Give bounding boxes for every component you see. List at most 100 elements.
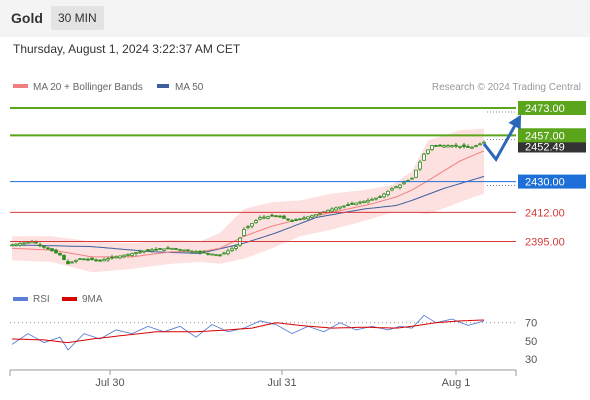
candle-body — [18, 243, 22, 246]
rsi-tick-label: 50 — [525, 336, 537, 348]
candle-body — [330, 208, 334, 212]
candle-body — [22, 242, 26, 245]
candle-body — [78, 258, 82, 261]
candle-body — [450, 145, 454, 148]
x-axis-tick-label: Aug 1 — [442, 377, 471, 389]
candle-body — [230, 248, 234, 251]
candle-body — [346, 204, 350, 207]
candle-body — [246, 226, 250, 229]
candle-body — [214, 254, 218, 257]
candle-body — [118, 255, 122, 259]
candle-body — [258, 217, 262, 220]
candle-body — [470, 146, 474, 149]
candle-body — [250, 223, 254, 227]
rsi-legend-label: RSI — [33, 294, 50, 305]
candle-body — [242, 229, 246, 236]
candle-body — [262, 216, 266, 219]
candle-body — [54, 249, 58, 254]
rsi-line — [11, 314, 485, 351]
candle-body — [94, 259, 98, 262]
candle-body — [398, 184, 402, 188]
candle-body — [206, 252, 210, 255]
candle-body — [194, 251, 198, 254]
candle-body — [198, 250, 202, 253]
candle-body — [190, 250, 194, 253]
level-label: 2457.00 — [525, 130, 565, 142]
candle-body — [370, 198, 374, 201]
candle-body — [482, 141, 486, 144]
candle-body — [234, 246, 238, 249]
header-bar: Gold 30 MIN — [0, 0, 590, 37]
rsi-ma-legend-label: 9MA — [82, 294, 103, 305]
candle-body — [142, 250, 146, 253]
ma50-legend-swatch — [157, 84, 169, 88]
candle-body — [334, 207, 338, 211]
candle-body — [342, 205, 346, 208]
candle-body — [106, 258, 110, 261]
candle-body — [130, 253, 134, 256]
candle-body — [14, 243, 18, 246]
candle-body — [386, 190, 390, 196]
candle-body — [38, 244, 42, 247]
x-axis-tick-label: Jul 30 — [95, 377, 124, 389]
candle-body — [414, 169, 418, 178]
candle-body — [274, 215, 278, 218]
candle-body — [166, 247, 170, 250]
candle-body — [162, 248, 166, 251]
level-label: 2395.00 — [525, 236, 565, 248]
candle-body — [222, 252, 226, 255]
candle-body — [278, 215, 282, 218]
candle-body — [426, 149, 430, 154]
candle-body — [110, 256, 114, 259]
candle-body — [154, 248, 158, 251]
candle-body — [58, 252, 62, 256]
x-axis-tick-label: Jul 31 — [267, 377, 296, 389]
candle-body — [254, 220, 258, 224]
symbol-title: Gold — [11, 10, 43, 26]
level-badge-target — [518, 128, 586, 143]
ma50-legend-label: MA 50 — [175, 82, 204, 93]
candle-body — [338, 206, 342, 209]
forecast-arrow-head — [508, 114, 521, 130]
candle-body — [90, 257, 94, 261]
candle-body — [82, 258, 86, 261]
rsi-tick-label: 30 — [525, 354, 537, 366]
candle-body — [294, 219, 298, 222]
candle-body — [402, 182, 406, 185]
candle-body — [438, 144, 442, 147]
bollinger-band-area — [12, 128, 484, 273]
candle-body — [158, 248, 162, 250]
candle-body — [178, 249, 182, 251]
candle-body — [182, 249, 186, 252]
ma20-legend-label: MA 20 + Bollinger Bands — [33, 82, 143, 93]
level-badge-pivot — [518, 174, 586, 189]
candle-body — [418, 161, 422, 170]
candle-body — [186, 249, 190, 252]
level-label: 2473.00 — [525, 103, 565, 115]
candle-body — [462, 144, 466, 148]
candle-body — [434, 144, 438, 147]
candle-body — [358, 201, 362, 204]
candle-body — [62, 254, 66, 260]
candle-body — [50, 248, 54, 252]
candle-body — [478, 143, 482, 146]
candle-body — [70, 261, 74, 264]
candle-body — [458, 145, 462, 148]
candle-body — [46, 247, 50, 250]
candle-body — [102, 259, 106, 262]
candle-body — [430, 145, 434, 150]
candle-body — [86, 258, 90, 261]
candle-body — [390, 187, 394, 191]
ma20-legend-swatch — [13, 84, 28, 88]
current-price-badge — [518, 140, 586, 153]
candle-body — [74, 259, 78, 262]
candle-body — [310, 215, 314, 218]
timeframe-button[interactable]: 30 MIN — [51, 6, 104, 30]
candle-body — [150, 249, 154, 252]
rsi-legend-swatch — [13, 297, 28, 301]
candle-body — [298, 218, 302, 221]
candle-body — [442, 145, 446, 148]
rsi-ma-legend-swatch — [62, 297, 77, 301]
candle-body — [202, 251, 206, 254]
